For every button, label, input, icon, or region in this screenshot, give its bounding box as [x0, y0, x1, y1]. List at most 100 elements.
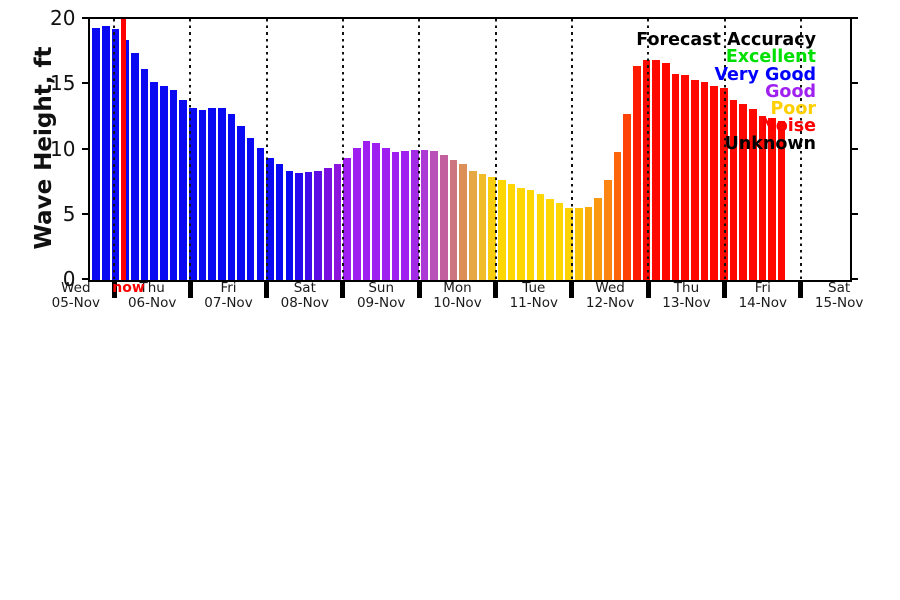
- wave-bar: [285, 170, 294, 281]
- x-axis-day-tick: [645, 280, 651, 299]
- x-tick-label: Fri 14-Nov: [718, 281, 808, 311]
- y-axis-tick: [81, 212, 90, 215]
- wave-bar: [633, 66, 641, 281]
- x-tick-label: Sun 09-Nov: [336, 281, 426, 311]
- day-gridline: [799, 19, 802, 281]
- y-tick-label: 15: [50, 71, 76, 96]
- x-tick-label: Sat 08-Nov: [260, 281, 350, 311]
- day-date: 15-Nov: [814, 295, 864, 311]
- wave-bar: [604, 179, 612, 281]
- day-name: Wed: [61, 280, 91, 296]
- day-name: Fri: [754, 280, 771, 296]
- y-axis-tick: [850, 82, 858, 85]
- now-marker-line: [121, 19, 126, 281]
- wave-bar: [662, 63, 670, 281]
- wave-bar: [150, 81, 158, 281]
- y-tick-label: 0: [62, 267, 76, 292]
- x-tick-label: Tue 11-Nov: [489, 281, 579, 311]
- x-tick-label: Fri 07-Nov: [183, 281, 273, 311]
- wave-bar: [710, 85, 718, 281]
- wave-bar: [169, 89, 178, 281]
- wave-bar: [111, 29, 120, 281]
- day-name: Thu: [139, 280, 165, 296]
- legend-entry: Very Good: [714, 64, 816, 85]
- x-axis-day-tick: [722, 280, 728, 299]
- wave-bar: [459, 164, 467, 281]
- wave-bar: [343, 157, 352, 281]
- day-name: Thu: [673, 280, 700, 296]
- y-axis-tick: [850, 17, 858, 19]
- day-name: Sun: [368, 280, 394, 296]
- now-marker-label: now: [112, 280, 145, 296]
- wave-bar: [691, 80, 699, 281]
- y-tick-label: 5: [62, 201, 76, 226]
- day-name: Fri: [220, 280, 237, 296]
- wave-bar: [198, 110, 207, 281]
- wave-bar: [275, 164, 284, 281]
- wave-bar: [217, 107, 226, 281]
- wave-bar: [768, 118, 776, 281]
- wave-bar: [575, 208, 583, 281]
- wave-bar: [623, 114, 631, 281]
- wave-bar: [497, 179, 506, 281]
- wave-bar: [246, 137, 255, 281]
- x-tick-label: Thu 13-Nov: [641, 281, 731, 311]
- wave-bar: [362, 140, 371, 281]
- day-date: 10-Nov: [433, 295, 482, 311]
- wave-bar: [237, 126, 245, 281]
- wave-bar: [102, 25, 110, 281]
- wave-bar: [391, 152, 400, 281]
- wave-bar: [372, 143, 380, 281]
- day-date: 12-Nov: [585, 295, 635, 311]
- wave-bar: [594, 198, 603, 281]
- wave-bar: [179, 100, 187, 281]
- wave-bar: [777, 120, 786, 281]
- wave-bar: [324, 167, 332, 281]
- y-axis-tick: [81, 278, 90, 281]
- y-tick-label: 10: [50, 136, 76, 161]
- wave-bar: [256, 148, 265, 281]
- legend: Forecast Accuracy Excellent Very Good Good P…: [636, 30, 816, 154]
- legend-title: Forecast Accuracy: [636, 30, 816, 50]
- wave-bar: [681, 75, 689, 281]
- y-axis-tick: [850, 147, 858, 150]
- x-axis-day-tick: [798, 280, 804, 299]
- x-tick-label: Sat 15-Nov: [794, 281, 884, 311]
- wave-bar: [468, 170, 477, 281]
- x-axis-day-tick: [187, 280, 193, 299]
- day-gridline: [265, 19, 268, 281]
- wave-bar: [208, 107, 216, 281]
- day-name: Sat: [828, 280, 851, 296]
- day-date: 05-Nov: [51, 295, 101, 311]
- x-axis-day-tick: [264, 280, 270, 299]
- wave-bar: [739, 103, 747, 281]
- wave-bar: [652, 59, 660, 281]
- day-date: 09-Nov: [356, 295, 406, 311]
- day-gridline: [189, 19, 192, 281]
- day-gridline: [570, 19, 573, 281]
- y-axis-tick: [81, 82, 90, 85]
- day-name: Sat: [293, 280, 316, 296]
- wave-bar: [449, 160, 458, 281]
- wave-bar: [333, 164, 342, 281]
- day-date: 11-Nov: [509, 295, 558, 311]
- wave-bar: [729, 100, 738, 281]
- wave-bar: [353, 148, 361, 281]
- wave-bar: [517, 187, 525, 281]
- y-axis-tick: [850, 278, 858, 281]
- legend-entry: Unknown: [724, 133, 816, 154]
- wave-bar: [266, 157, 274, 281]
- wave-bar: [188, 107, 197, 281]
- wave-bar: [430, 150, 438, 281]
- day-name: Wed: [595, 280, 625, 296]
- wave-bar: [613, 152, 622, 281]
- wave-bar: [584, 207, 593, 281]
- wave-bar: [488, 177, 496, 281]
- day-name: Mon: [443, 280, 472, 296]
- wave-bar: [526, 190, 535, 281]
- wave-bar: [536, 194, 545, 281]
- wave-bar: [227, 114, 236, 281]
- wave-bar: [401, 150, 409, 281]
- x-tick-label: Wed 05-Nov: [31, 281, 121, 311]
- plot-area: [87, 17, 852, 283]
